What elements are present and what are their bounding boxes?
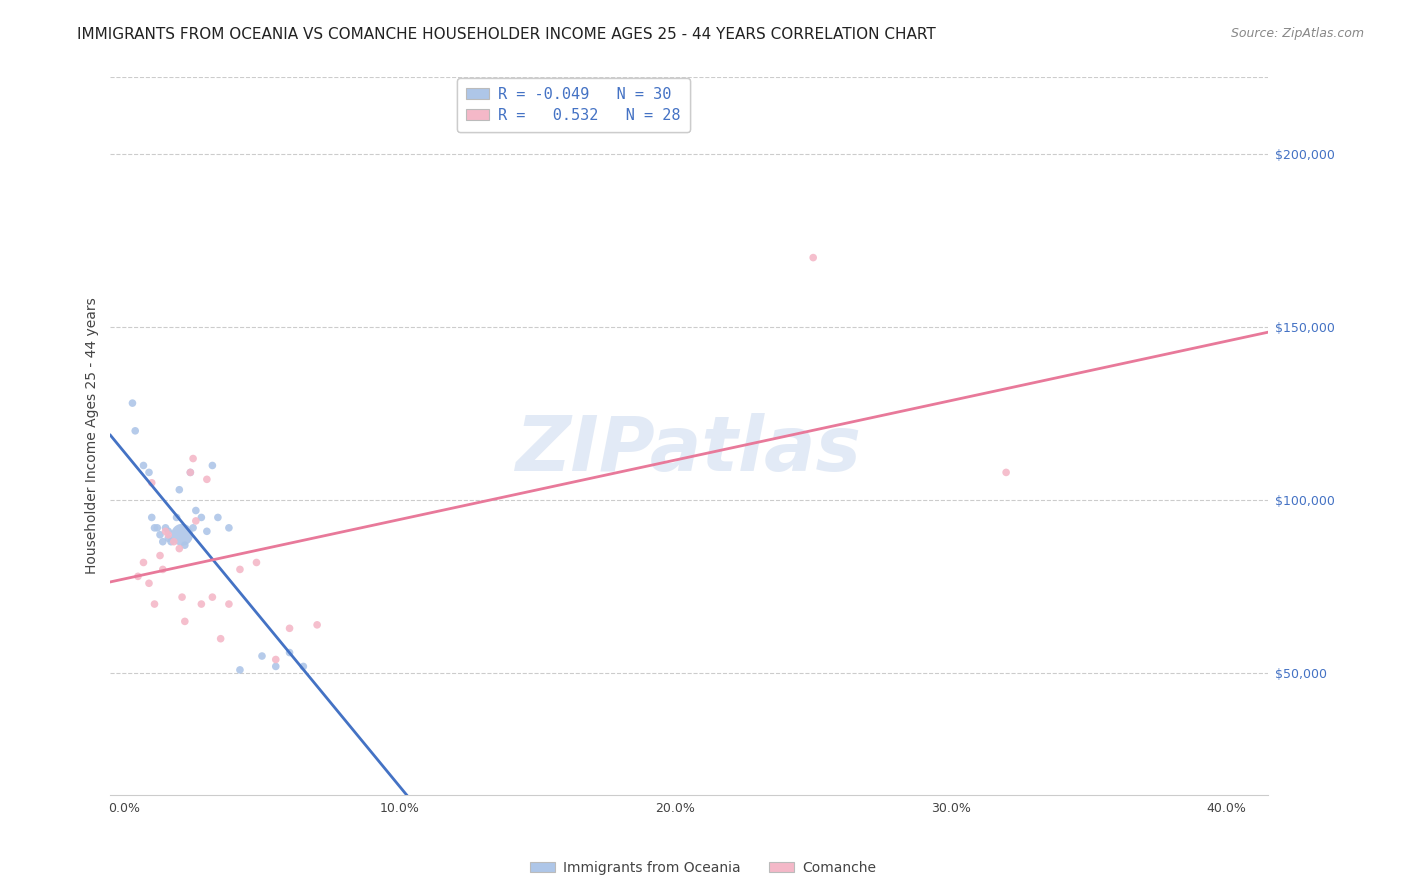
Point xyxy=(169,541,191,556)
Point xyxy=(278,621,301,635)
Point xyxy=(207,510,229,524)
Point xyxy=(201,590,224,604)
Point xyxy=(184,514,207,528)
Point xyxy=(132,458,155,473)
Point xyxy=(245,556,267,570)
Point xyxy=(229,663,252,677)
Point xyxy=(143,597,166,611)
Point xyxy=(173,615,195,629)
Point xyxy=(173,538,195,552)
Text: ZIPatlas: ZIPatlas xyxy=(516,413,862,487)
Point xyxy=(169,483,191,497)
Point xyxy=(141,510,163,524)
Point xyxy=(157,528,180,542)
Point xyxy=(157,531,180,545)
Point xyxy=(155,521,177,535)
Point xyxy=(152,562,174,576)
Point xyxy=(195,524,218,539)
Point xyxy=(152,534,174,549)
Point xyxy=(143,521,166,535)
Point xyxy=(264,652,287,666)
Point xyxy=(190,510,212,524)
Point xyxy=(218,597,240,611)
Point xyxy=(179,466,201,480)
Point xyxy=(163,534,186,549)
Legend: R = -0.049   N = 30, R =   0.532   N = 28: R = -0.049 N = 30, R = 0.532 N = 28 xyxy=(457,78,690,132)
Point xyxy=(127,569,149,583)
Point xyxy=(801,251,824,265)
Point xyxy=(170,590,193,604)
Point xyxy=(149,549,172,563)
Point xyxy=(278,646,301,660)
Point xyxy=(170,528,193,542)
Point xyxy=(181,521,204,535)
Point xyxy=(138,466,160,480)
Point xyxy=(124,424,146,438)
Point xyxy=(166,510,188,524)
Point xyxy=(179,466,201,480)
Point xyxy=(201,458,224,473)
Point xyxy=(250,648,273,663)
Point xyxy=(149,528,172,542)
Point xyxy=(995,466,1018,480)
Point xyxy=(264,659,287,673)
Point xyxy=(218,521,240,535)
Text: IMMIGRANTS FROM OCEANIA VS COMANCHE HOUSEHOLDER INCOME AGES 25 - 44 YEARS CORREL: IMMIGRANTS FROM OCEANIA VS COMANCHE HOUS… xyxy=(77,27,936,42)
Y-axis label: Householder Income Ages 25 - 44 years: Householder Income Ages 25 - 44 years xyxy=(86,298,100,574)
Point xyxy=(292,659,315,673)
Point xyxy=(209,632,232,646)
Point xyxy=(229,562,252,576)
Point xyxy=(184,503,207,517)
Point xyxy=(132,556,155,570)
Point xyxy=(307,618,329,632)
Text: Source: ZipAtlas.com: Source: ZipAtlas.com xyxy=(1230,27,1364,40)
Point xyxy=(121,396,143,410)
Point xyxy=(155,524,177,539)
Point xyxy=(157,524,180,539)
Legend: Immigrants from Oceania, Comanche: Immigrants from Oceania, Comanche xyxy=(524,855,882,880)
Point xyxy=(141,475,163,490)
Point xyxy=(181,451,204,466)
Point xyxy=(138,576,160,591)
Point xyxy=(190,597,212,611)
Point xyxy=(160,534,183,549)
Point xyxy=(146,521,169,535)
Point xyxy=(195,472,218,486)
